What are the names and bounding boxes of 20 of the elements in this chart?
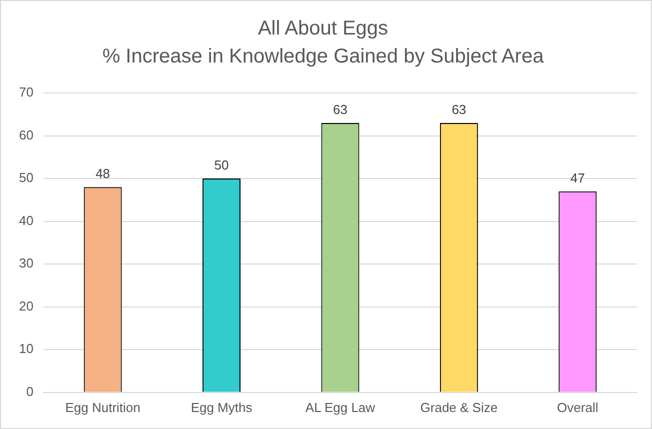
y-tick-label: 70 (18, 84, 34, 100)
y-tick-label: 20 (18, 298, 34, 314)
y-tick-label: 50 (18, 170, 34, 186)
data-label: 50 (214, 158, 229, 173)
data-label: 63 (452, 102, 466, 118)
x-tick-label: AL Egg Law (305, 400, 376, 415)
y-tick-label: 40 (18, 212, 34, 228)
data-label: 47 (570, 170, 585, 186)
x-tick-label: Grade & Size (420, 400, 498, 415)
y-tick-label: 60 (18, 127, 34, 142)
data-label: 48 (96, 166, 110, 182)
data-label: 63 (332, 102, 348, 118)
x-tick-label: Egg Myths (190, 400, 253, 415)
y-tick-label: 30 (18, 256, 34, 271)
chart-subtitle: % Increase in Knowledge Gained by Subject Area (102, 46, 545, 68)
x-tick-label: Overall (557, 400, 598, 415)
y-tick-label: 10 (18, 341, 34, 356)
x-tick-label: Egg Nutrition (65, 400, 140, 415)
chart-title: All About Eggs (258, 18, 388, 40)
y-tick-label: 0 (26, 384, 34, 399)
